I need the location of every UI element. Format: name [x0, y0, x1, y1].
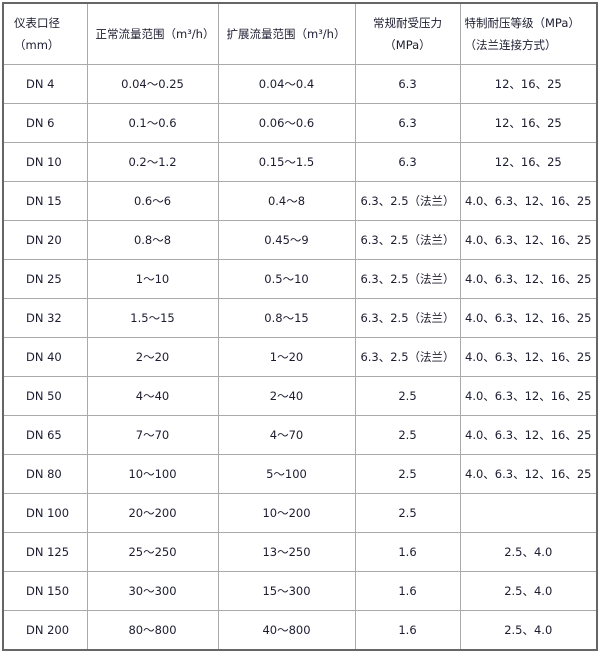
cell-normal-pressure: 1.6: [354, 610, 461, 651]
cell-normal-flow: 1.5～15: [86, 298, 219, 338]
header-row: 仪表口径（mm） 正常流量范围（m³/h） 扩展流量范围（m³/h） 常规耐受压…: [2, 2, 598, 65]
cell-normal-flow: 30～300: [86, 571, 219, 611]
cell-special-pressure: 4.0、6.3、12、16、25: [459, 181, 598, 221]
cell-caliber: DN 10: [2, 142, 88, 182]
cell-normal-pressure: 1.6: [354, 571, 461, 611]
cell-extended-flow: 0.4～8: [217, 181, 356, 221]
cell-extended-flow: 13～250: [217, 532, 356, 572]
table-row: DN 100 20～200 10～200 2.5: [2, 493, 598, 533]
cell-normal-pressure: 6.3: [354, 103, 461, 143]
cell-normal-flow: 0.1～0.6: [86, 103, 219, 143]
cell-caliber: DN 4: [2, 64, 88, 104]
table-row: DN 50 4～40 2～40 2.5 4.0、6.3、12、16、25: [2, 376, 598, 416]
cell-normal-pressure: 2.5: [354, 376, 461, 416]
header-extended-flow: 扩展流量范围（m³/h）: [217, 2, 356, 65]
cell-normal-pressure: 6.3、2.5（法兰）: [354, 298, 461, 338]
cell-normal-flow: 80～800: [86, 610, 219, 651]
table-row: DN 25 1～10 0.5～10 6.3、2.5（法兰） 4.0、6.3、12、16、…: [2, 259, 598, 299]
cell-normal-flow: 4～40: [86, 376, 219, 416]
cell-normal-flow: 2～20: [86, 337, 219, 377]
cell-normal-flow: 0.6～6: [86, 181, 219, 221]
cell-normal-flow: 0.8～8: [86, 220, 219, 260]
cell-extended-flow: 10～200: [217, 493, 356, 533]
cell-extended-flow: 1～20: [217, 337, 356, 377]
cell-caliber: DN 25: [2, 259, 88, 299]
cell-caliber: DN 15: [2, 181, 88, 221]
cell-normal-pressure: 2.5: [354, 493, 461, 533]
cell-special-pressure: 4.0、6.3、12、16、25: [459, 220, 598, 260]
cell-special-pressure: 12、16、25: [459, 142, 598, 182]
cell-extended-flow: 40～800: [217, 610, 356, 651]
cell-caliber: DN 32: [2, 298, 88, 338]
header-normal-flow: 正常流量范围（m³/h）: [86, 2, 219, 65]
table-row: DN 4 0.04～0.25 0.04～0.4 6.3 12、16、25: [2, 64, 598, 104]
table-row: DN 20 0.8～8 0.45～9 6.3、2.5（法兰） 4.0、6.3、12、16…: [2, 220, 598, 260]
cell-special-pressure: 4.0、6.3、12、16、25: [459, 415, 598, 455]
cell-special-pressure: 2.5、4.0: [459, 532, 598, 572]
table-row: DN 200 80～800 40～800 1.6 2.5、4.0: [2, 610, 598, 651]
cell-normal-pressure: 2.5: [354, 454, 461, 494]
cell-special-pressure: 2.5、4.0: [459, 610, 598, 651]
cell-special-pressure: 4.0、6.3、12、16、25: [459, 454, 598, 494]
cell-normal-flow: 20～200: [86, 493, 219, 533]
cell-extended-flow: 0.15～1.5: [217, 142, 356, 182]
cell-extended-flow: 5～100: [217, 454, 356, 494]
cell-normal-pressure: 6.3、2.5（法兰）: [354, 220, 461, 260]
cell-special-pressure: 2.5、4.0: [459, 571, 598, 611]
cell-normal-pressure: 6.3、2.5（法兰）: [354, 259, 461, 299]
cell-caliber: DN 20: [2, 220, 88, 260]
table-row: DN 65 7～70 4～70 2.5 4.0、6.3、12、16、25: [2, 415, 598, 455]
cell-normal-flow: 1～10: [86, 259, 219, 299]
cell-extended-flow: 2～40: [217, 376, 356, 416]
table-row: DN 6 0.1～0.6 0.06～0.6 6.3 12、16、25: [2, 103, 598, 143]
cell-caliber: DN 150: [2, 571, 88, 611]
cell-normal-pressure: 6.3、2.5（法兰）: [354, 337, 461, 377]
cell-normal-pressure: 2.5: [354, 415, 461, 455]
specifications-table: 仪表口径（mm） 正常流量范围（m³/h） 扩展流量范围（m³/h） 常规耐受压…: [2, 2, 598, 651]
cell-caliber: DN 80: [2, 454, 88, 494]
cell-normal-flow: 25～250: [86, 532, 219, 572]
cell-caliber: DN 40: [2, 337, 88, 377]
cell-special-pressure: 4.0、6.3、12、16、25: [459, 337, 598, 377]
cell-extended-flow: 0.06～0.6: [217, 103, 356, 143]
cell-extended-flow: 0.8～15: [217, 298, 356, 338]
cell-extended-flow: 15～300: [217, 571, 356, 611]
cell-caliber: DN 125: [2, 532, 88, 572]
cell-normal-flow: 7～70: [86, 415, 219, 455]
cell-extended-flow: 0.45～9: [217, 220, 356, 260]
cell-caliber: DN 50: [2, 376, 88, 416]
cell-caliber: DN 100: [2, 493, 88, 533]
cell-caliber: DN 65: [2, 415, 88, 455]
table-row: DN 32 1.5～15 0.8～15 6.3、2.5（法兰） 4.0、6.3、12、1…: [2, 298, 598, 338]
header-special-pressure: 特制耐压等级（MPa）（法兰连接方式）: [459, 2, 598, 65]
cell-special-pressure: 12、16、25: [459, 64, 598, 104]
cell-normal-pressure: 6.3、2.5（法兰）: [354, 181, 461, 221]
cell-special-pressure: 4.0、6.3、12、16、25: [459, 376, 598, 416]
cell-caliber: DN 6: [2, 103, 88, 143]
header-caliber: 仪表口径（mm）: [2, 2, 88, 65]
cell-normal-pressure: 6.3: [354, 64, 461, 104]
cell-caliber: DN 200: [2, 610, 88, 651]
header-normal-pressure: 常规耐受压力（MPa）: [354, 2, 461, 65]
cell-special-pressure: 4.0、6.3、12、16、25: [459, 259, 598, 299]
cell-normal-flow: 0.2～1.2: [86, 142, 219, 182]
table-row: DN 125 25～250 13～250 1.6 2.5、4.0: [2, 532, 598, 572]
cell-extended-flow: 0.04～0.4: [217, 64, 356, 104]
cell-special-pressure: [459, 493, 598, 533]
cell-extended-flow: 4～70: [217, 415, 356, 455]
table-row: DN 150 30～300 15～300 1.6 2.5、4.0: [2, 571, 598, 611]
table-row: DN 15 0.6～6 0.4～8 6.3、2.5（法兰） 4.0、6.3、12、16、…: [2, 181, 598, 221]
table-row: DN 10 0.2～1.2 0.15～1.5 6.3 12、16、25: [2, 142, 598, 182]
cell-special-pressure: 4.0、6.3、12、16、25: [459, 298, 598, 338]
table-row: DN 40 2～20 1～20 6.3、2.5（法兰） 4.0、6.3、12、16、25: [2, 337, 598, 377]
cell-normal-flow: 0.04～0.25: [86, 64, 219, 104]
cell-special-pressure: 12、16、25: [459, 103, 598, 143]
cell-normal-pressure: 1.6: [354, 532, 461, 572]
cell-normal-pressure: 6.3: [354, 142, 461, 182]
cell-extended-flow: 0.5～10: [217, 259, 356, 299]
cell-normal-flow: 10～100: [86, 454, 219, 494]
table-row: DN 80 10～100 5～100 2.5 4.0、6.3、12、16、25: [2, 454, 598, 494]
